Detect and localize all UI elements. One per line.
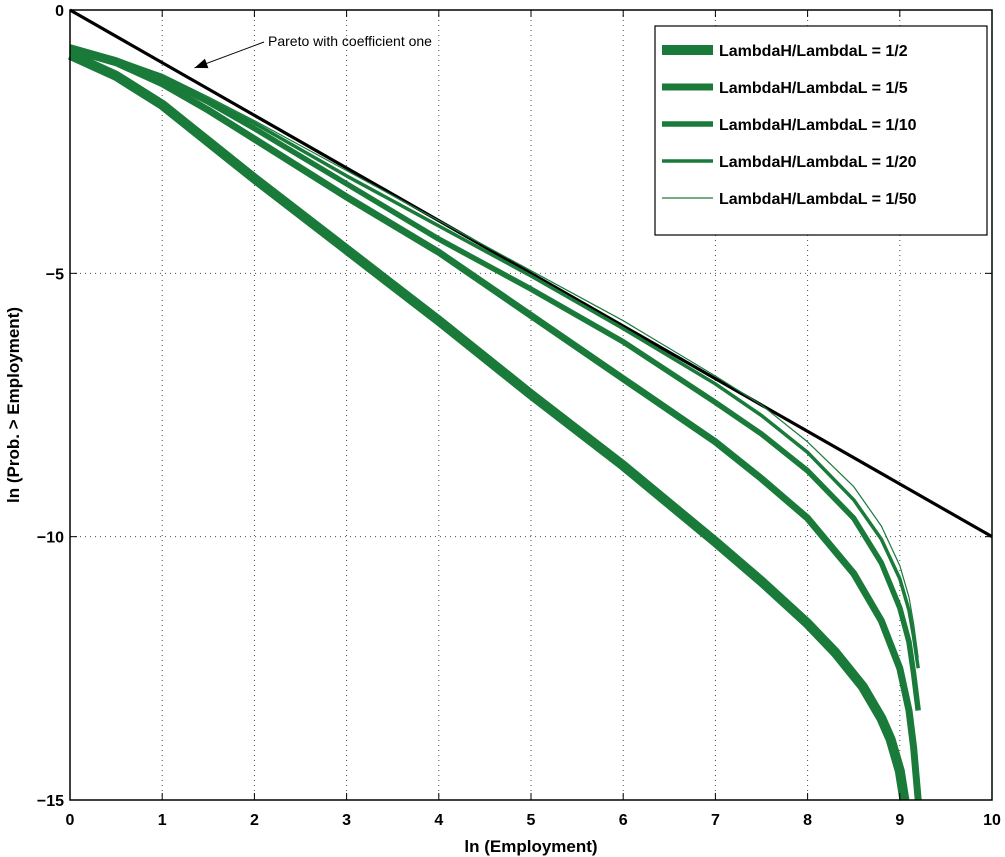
x-tick-label: 5	[527, 812, 536, 829]
y-tick-label: −5	[46, 266, 64, 283]
series-line-5	[69, 46, 919, 658]
series-layer	[67, 44, 922, 801]
legend-label-1: LambdaH/LambdaL = 1/2	[719, 43, 908, 60]
series-line-1	[67, 50, 910, 801]
y-tick-label: −15	[37, 793, 64, 810]
legend-label-2: LambdaH/LambdaL = 1/5	[719, 80, 908, 97]
annotation: Pareto with coefficient one	[194, 33, 432, 69]
series-line-4	[69, 45, 920, 669]
x-axis-title: ln (Employment)	[464, 837, 597, 856]
x-tick-label: 0	[66, 812, 75, 829]
pareto-reference-line	[69, 8, 993, 539]
legend: LambdaH/LambdaL = 1/2 LambdaH/LambdaL = 1…	[654, 25, 988, 236]
annotation-text: Pareto with coefficient one	[268, 33, 432, 49]
x-tick-label: 3	[342, 812, 351, 829]
x-tick-label: 6	[619, 812, 628, 829]
y-axis-title: ln (Prob. > Employment)	[4, 307, 23, 503]
x-tick-label: 4	[434, 812, 443, 829]
legend-box	[654, 25, 988, 236]
x-tick-label: 9	[895, 812, 904, 829]
tick-layer: 0 1 2 3 4 5 6 7 8 9 10 0 −5 −10 −15	[37, 3, 1001, 829]
x-tick-label: 2	[250, 812, 259, 829]
series-line-3	[69, 44, 921, 711]
annotation-arrow-head	[194, 58, 209, 69]
x-tick-label: 10	[983, 812, 1001, 829]
x-tick-label: 1	[158, 812, 167, 829]
x-tick-label: 7	[711, 812, 720, 829]
reference-line-layer	[69, 8, 993, 539]
x-tick-label: 8	[803, 812, 812, 829]
y-tick-label: −10	[37, 530, 64, 547]
legend-label-5: LambdaH/LambdaL = 1/50	[719, 191, 917, 208]
series-line-2	[69, 46, 922, 801]
legend-label-3: LambdaH/LambdaL = 1/10	[719, 117, 917, 134]
legend-label-4: LambdaH/LambdaL = 1/20	[719, 154, 917, 171]
y-tick-label: 0	[55, 3, 64, 20]
